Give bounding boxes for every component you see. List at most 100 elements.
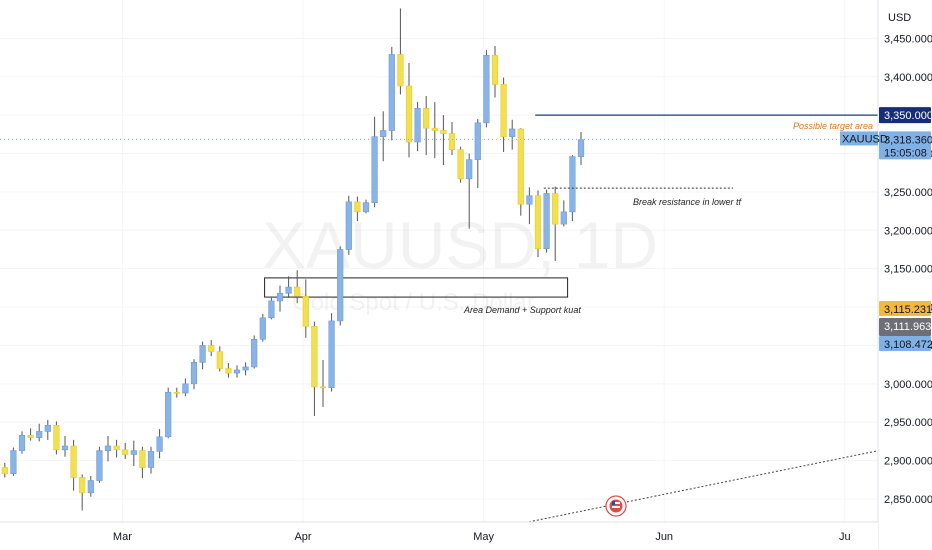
candle-body [10,450,17,474]
candle-body [44,424,51,432]
time-axis-background [0,522,878,550]
time-tick-label: May [473,531,494,543]
candle-body [96,450,103,481]
drawings-layer: Possible target area Break resistance in … [0,114,879,527]
candle-body [276,292,284,302]
candle-body [225,368,232,374]
candle-body [53,424,60,451]
candle-body [569,156,576,213]
candle-body [18,434,26,451]
candle-body [122,449,129,455]
price-axis[interactable]: USD 2,850.000 2,900.000 2,950.000 3,000.000 3… [877,0,932,550]
last-price-badge [879,131,931,160]
mid-price-badge [879,318,931,336]
candle-body [130,450,137,455]
candle-body [302,296,309,327]
price-tick-label: 2,850.000 [884,494,932,506]
candle-body [242,366,249,371]
high-price-badge [879,301,931,316]
price-tick-label: 2,950.000 [884,417,932,429]
candle-body [36,431,43,438]
candle-body [491,54,499,85]
candles-layer [1,8,585,511]
candle-body [251,338,258,368]
watermark-symbol: XAUUSD, 1D [262,208,658,282]
candle-body [156,436,163,452]
candle-body [165,391,172,438]
demand-zone-label: Area Demand + Support kuat [463,305,581,315]
candle-body [362,202,370,213]
candle-body [440,130,447,134]
time-tick-label: Ju [839,531,851,543]
candle-body [319,386,327,389]
candle-body [577,139,585,157]
price-tick-label: 3,000.000 [884,379,932,391]
candle-body [294,286,301,297]
candle-body [466,159,473,180]
watermark-subtitle: Gold Spot / U.S. Dollar [292,289,535,316]
candle-body [87,480,94,494]
high-price-badge-text: 3,115.231 [884,304,932,316]
candle-body [388,54,395,131]
candle-body [526,195,533,205]
candle-body [259,317,266,340]
candle-body [337,249,344,322]
last-price-badge-text: 3,318.360 [884,134,932,146]
symbol-badge [840,131,878,146]
candle-body [354,201,361,213]
price-axis-background [878,0,932,550]
price-tick-label: 3,150.000 [884,264,932,276]
candle-body [79,477,86,494]
candle-body [139,450,146,468]
price-tick-label: 3,200.000 [884,225,932,237]
candle-body [371,136,378,203]
price-tick-label: 2,900.000 [884,456,932,468]
candle-body [311,325,318,388]
time-tick-label: Mar [113,531,132,543]
candle-body [483,54,490,124]
candle-body [552,193,559,225]
candle-body [517,128,524,205]
candle-body [268,300,275,319]
break-resistance-label: Break resistance in lower tf [633,197,743,207]
candle-body [534,195,542,250]
event-icon-stripe [612,506,620,508]
price-tick-label: 3,250.000 [884,187,932,199]
price-tick-label: 3,450.000 [884,33,932,45]
currency-label: USD [888,12,911,24]
candle-body [414,107,421,143]
icon-layer [605,495,627,517]
candle-body [543,193,550,250]
candle-body [190,362,198,385]
candle-body [380,130,387,137]
last-price-badge-text: 15:05:08 [884,147,927,159]
candle-body [345,201,352,250]
chart-grid [0,0,878,522]
time-tick-label: Apr [294,531,311,543]
event-icon-canton [612,501,615,505]
low-price-badge-text: 3,108.472 [884,339,932,351]
low-price-badge [879,336,931,351]
candle-body [500,84,507,137]
trendline [509,450,879,527]
event-flag-icon[interactable] [605,495,627,517]
target-price-badge [879,107,931,124]
target-annotation: Possible target area [793,121,873,131]
candle-body [509,128,516,137]
target-price-badge-text: 3,350.000 [884,110,932,122]
mid-price-badge-text: 3,111.963 [884,321,931,333]
candle-body [104,445,112,451]
chart-watermark: XAUUSD, 1D Gold Spot / U.S. Dollar [262,208,658,316]
candle-body [173,391,180,394]
candle-body [397,54,404,87]
candle-body [560,211,567,225]
time-axis[interactable]: Mar Apr May Jun Ju [0,521,878,550]
candle-body [328,320,335,388]
candle-body [233,369,241,374]
candle-body [147,451,155,468]
candle-body [405,85,413,143]
symbol-badge-text: XAUUSD [842,133,888,145]
candle-body [208,345,215,352]
